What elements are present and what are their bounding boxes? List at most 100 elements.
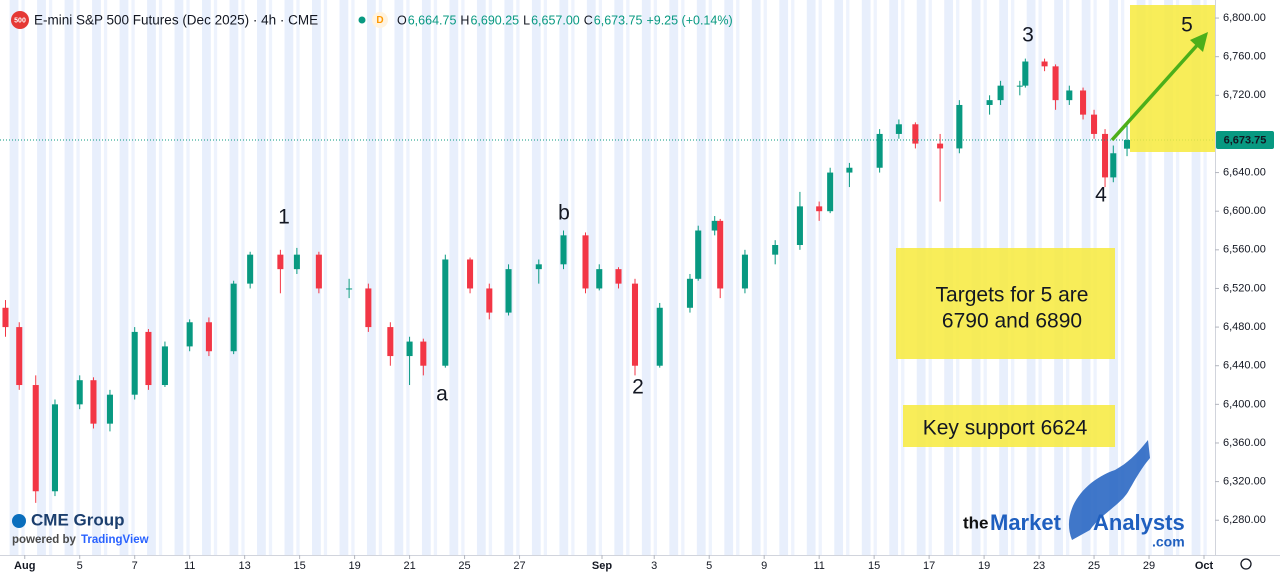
session-stripe [873, 0, 877, 555]
session-stripe [626, 0, 630, 555]
x-tick-label: 5 [706, 560, 712, 572]
candle-body [956, 104, 963, 149]
candle-body [827, 172, 834, 212]
candle-body [76, 380, 83, 405]
candle-body [796, 206, 803, 246]
session-stripe [488, 0, 493, 555]
session-stripe [103, 0, 108, 555]
ohlc-key: L [523, 13, 530, 27]
session-stripe [1203, 0, 1207, 555]
candle-body [230, 283, 237, 352]
ohlc-value: 6,664.75 [408, 13, 457, 27]
interval-badge-text: D [376, 15, 383, 26]
support-text: Key support 6624 [923, 417, 1088, 440]
session-stripe [1175, 0, 1180, 555]
x-tick-label: 19 [978, 560, 990, 572]
candle-body [1066, 90, 1073, 101]
session-stripe [889, 0, 899, 555]
wave-label: 3 [1022, 24, 1034, 47]
wave-label: 4 [1095, 184, 1107, 207]
x-tick-label: 25 [1088, 560, 1100, 572]
candle-body [1016, 85, 1023, 87]
session-stripes [9, 0, 1207, 555]
wave-label: b [558, 202, 570, 225]
session-stripe [449, 0, 459, 555]
price-axis [1215, 0, 1280, 555]
ohlc-value: 6,690.25 [470, 13, 519, 27]
candle-body [387, 327, 394, 357]
session-stripe [296, 0, 300, 555]
candle-body [582, 235, 589, 289]
candle-body [986, 100, 993, 105]
y-tick-label: 6,600.00 [1223, 205, 1266, 217]
session-stripe [202, 0, 211, 555]
y-tick-label: 6,360.00 [1223, 437, 1266, 449]
x-tick-label: Oct [1195, 560, 1214, 572]
x-tick-label: 27 [513, 560, 525, 572]
header-title: E-mini S&P 500 Futures (Dec 2025) · 4h ·… [34, 13, 318, 28]
session-stripe [48, 0, 53, 555]
session-stripe [736, 0, 740, 555]
x-tick-label: 13 [239, 560, 251, 572]
settings-icon[interactable] [1240, 558, 1252, 570]
plot-area [0, 58, 1215, 503]
bull-logo [1068, 440, 1150, 540]
header-ohlc: O 6,664.75 H 6,690.25 L 6,657.00 C 6,673.75 +9.2… [397, 13, 733, 27]
y-tick-label: 6,720.00 [1223, 89, 1266, 101]
projection-arrow [1110, 40, 1202, 142]
session-stripe [1148, 0, 1152, 555]
market-status [358, 16, 366, 24]
arrow-head [1190, 32, 1208, 52]
last-price-box [1216, 130, 1274, 149]
candle-body [51, 404, 59, 492]
target-text: Targets for 5 are [936, 284, 1089, 307]
candle-body [32, 385, 39, 492]
session-stripe [1120, 0, 1125, 555]
session-stripe [257, 0, 266, 555]
session-stripe [763, 0, 767, 555]
candle-body [596, 269, 603, 289]
session-stripe [708, 0, 712, 555]
session-stripe [724, 0, 734, 555]
candle-body [293, 254, 300, 270]
candle-body [1124, 139, 1131, 149]
powered-by: powered by [12, 534, 77, 546]
candle-body [346, 288, 353, 290]
logo-the: the [963, 513, 989, 532]
candle-body [406, 341, 413, 357]
candle-body [505, 269, 512, 313]
session-stripe [92, 0, 101, 555]
candle-body [631, 283, 639, 366]
session-stripe [818, 0, 822, 555]
session-stripe [559, 0, 569, 555]
candle-body [365, 288, 372, 328]
wave-label: 5 [1181, 14, 1193, 37]
candle-body [816, 206, 823, 212]
candle-body [1041, 61, 1048, 67]
session-stripe [158, 0, 163, 555]
candle-body [420, 341, 427, 366]
last-price-label: 6,673.75 [1224, 134, 1267, 146]
session-stripe [779, 0, 789, 555]
ohlc-value: 6,657.00 [531, 13, 580, 27]
candle-body [1052, 66, 1059, 101]
candle-body [772, 245, 779, 255]
session-stripe [406, 0, 410, 555]
session-stripe [461, 0, 465, 555]
candle-body [442, 259, 449, 366]
y-tick-label: 6,280.00 [1223, 514, 1266, 526]
cme-logo: CME Group [31, 510, 125, 529]
session-stripe [531, 0, 541, 555]
axes: 6,280.00 6,320.00 6,360.00 6,400.00 6,440.00… [14, 12, 1274, 572]
candle-body [1080, 90, 1087, 115]
candle-body [106, 394, 113, 424]
candle-body [560, 235, 567, 265]
session-stripe [394, 0, 404, 555]
session-stripe [174, 0, 184, 555]
session-stripe [268, 0, 273, 555]
y-tick-label: 6,440.00 [1223, 360, 1266, 372]
session-stripe [421, 0, 431, 555]
time-axis [0, 555, 1280, 579]
session-stripe [378, 0, 383, 555]
